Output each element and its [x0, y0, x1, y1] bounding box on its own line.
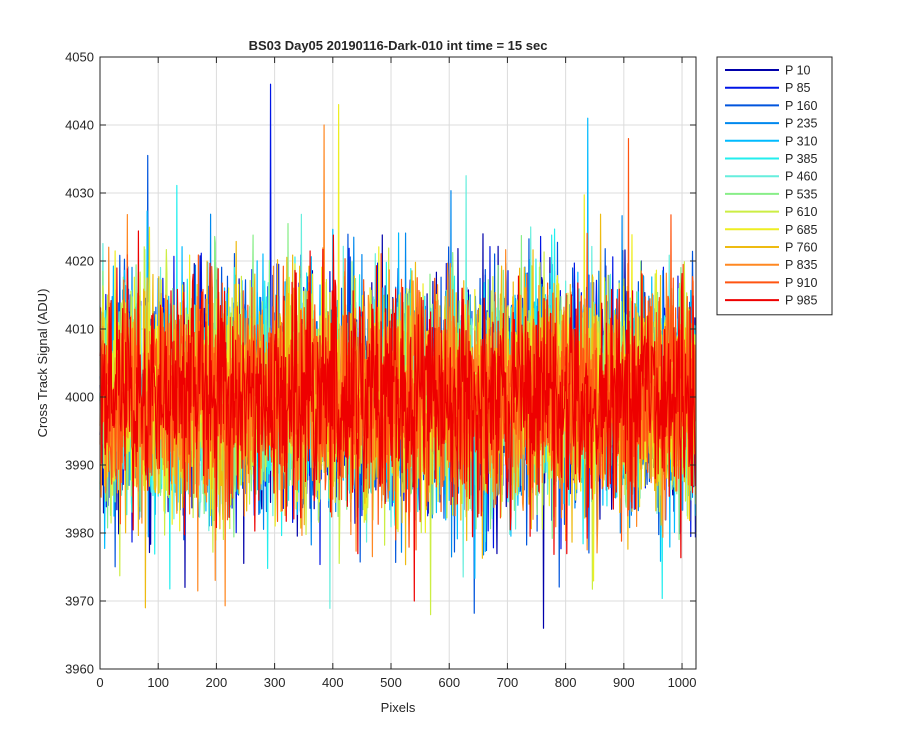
y-tick-label: 3980: [65, 526, 94, 541]
y-tick-label: 4050: [65, 50, 94, 65]
x-tick-label: 600: [438, 675, 460, 690]
legend-label: P 235: [785, 117, 817, 131]
legend-label: P 610: [785, 205, 817, 219]
x-tick-label: 0: [96, 675, 103, 690]
legend-label: P 760: [785, 241, 817, 255]
legend-label: P 460: [785, 170, 817, 184]
x-tick-label: 800: [555, 675, 577, 690]
legend-label: P 10: [785, 64, 811, 78]
x-tick-label: 200: [206, 675, 228, 690]
axes: [99, 56, 697, 670]
series-line: [99, 138, 697, 551]
tick-labels: 0 100 200 300 400 500 600 700 800 900 1000 3960 3970…: [65, 50, 696, 691]
x-tick-label: 400: [322, 675, 344, 690]
y-tick-label: 3970: [65, 594, 94, 609]
legend-label: P 385: [785, 152, 817, 166]
x-axis-label: Pixels: [381, 700, 416, 715]
legend-box: [716, 56, 833, 316]
x-tick-label: 1000: [668, 675, 697, 690]
x-tick-label: 900: [613, 675, 635, 690]
legend-label: P 535: [785, 187, 817, 201]
y-tick-label: 4030: [65, 186, 94, 201]
legend-label: P 910: [785, 276, 817, 290]
series-line: [99, 230, 697, 602]
chart-title: BS03 Day05 20190116-Dark-010 int time = …: [249, 38, 548, 53]
legend[interactable]: P 10 P 85 P 160 P 235 P 310 P 385 P 460 P 535 P …: [716, 56, 833, 316]
y-tick-label: 3990: [65, 458, 94, 473]
x-tick-label: 100: [147, 675, 169, 690]
legend-label: P 685: [785, 223, 817, 237]
legend-label: P 835: [785, 258, 817, 272]
x-tick-label: 300: [264, 675, 286, 690]
y-tick-label: 4010: [65, 322, 94, 337]
series-lines: [99, 83, 697, 629]
legend-label: P 985: [785, 294, 817, 308]
y-tick-label: 4040: [65, 118, 94, 133]
axes-frame: [99, 56, 697, 670]
legend-label: P 310: [785, 134, 817, 148]
x-tick-label: 700: [497, 675, 519, 690]
x-tick-label: 500: [380, 675, 402, 690]
y-tick-label: 4000: [65, 390, 94, 405]
legend-label: P 85: [785, 81, 811, 95]
legend-label: P 160: [785, 99, 817, 113]
y-axis-label: Cross Track Signal (ADU): [35, 289, 50, 438]
y-tick-label: 3960: [65, 662, 94, 677]
y-tick-label: 4020: [65, 254, 94, 269]
